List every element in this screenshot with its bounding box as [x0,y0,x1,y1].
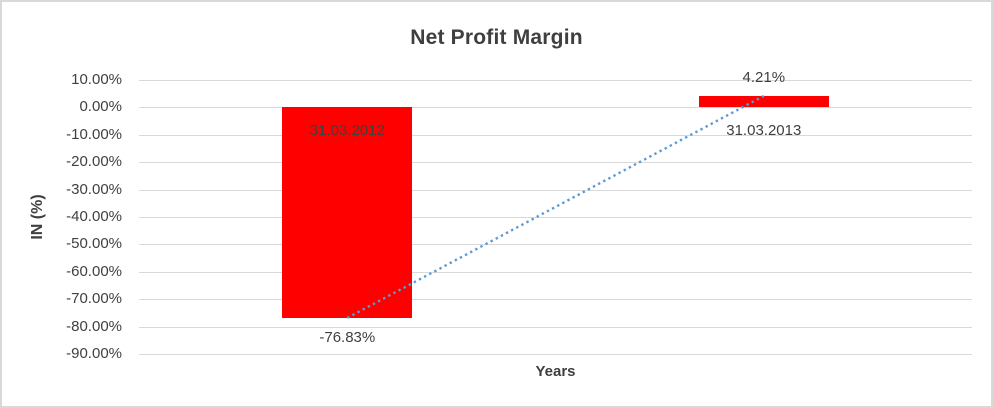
gridline [139,244,972,246]
y-axis-tick-label: -90.00% [66,345,122,362]
y-axis-tick-label: -30.00% [66,180,122,198]
gridline [139,271,972,273]
y-axis-tick-label: 0.00% [79,98,122,116]
gridline [139,299,972,301]
gridline [139,162,972,164]
y-axis-tick-label: -50.00% [66,235,122,253]
gridline [139,189,972,191]
y-axis-tick-label: -80.00% [66,317,122,335]
value-data-label: 4.21% [742,68,786,86]
y-axis-tick-label: -10.00% [66,125,122,143]
y-axis-tick-label: -60.00% [66,262,122,280]
value-data-label: -76.83% [319,328,376,346]
category-label: 31.03.2013 [726,122,802,140]
gridline [139,326,972,328]
gridline [139,80,972,81]
y-axis-tick-label: -40.00% [66,208,122,225]
category-label: 31.03.2012 [309,122,385,140]
x-axis-title: Years [535,363,576,380]
y-axis-tick-label: -20.00% [66,153,122,171]
gridline [139,217,972,218]
bar-31.03.2013 [698,95,829,108]
chart-title: Net Profit Margin [410,26,583,49]
y-axis-tick-label: -70.00% [66,290,122,308]
gridline [139,354,972,355]
y-axis-tick-label: 10.00% [71,71,122,88]
gridline [139,107,972,109]
